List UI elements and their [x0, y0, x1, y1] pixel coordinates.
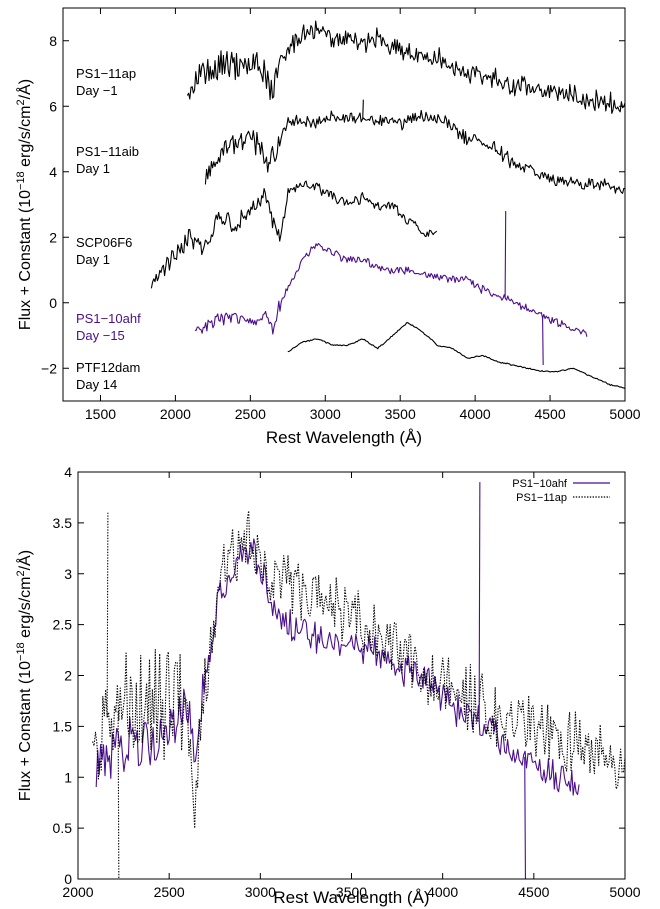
series-name-label: PS1−11aib: [76, 144, 139, 159]
bottom-panel-y-axis-label: Flux + Constant (10−18 erg/s/cm2/Å): [15, 550, 34, 801]
y-tick-label: 0.5: [53, 820, 73, 836]
bottom-comparison-panel: 2000 2500 3000 3500 4000 4500 5000 0 0.5 1 1.5 2 2.5…: [15, 464, 641, 907]
series-line-ps1-11aib: [204, 109, 625, 194]
x-tick-label: 2000: [62, 884, 93, 900]
x-tick-label: 5000: [609, 406, 640, 422]
y-tick-label: 1.5: [53, 718, 73, 734]
series-day-label: Day 14: [76, 377, 117, 392]
series-day-label: Day 1: [76, 161, 110, 176]
x-tick-label: 3000: [245, 884, 276, 900]
series-name-label: PS1−10ahf: [76, 311, 141, 326]
y-tick-label: 2: [49, 229, 57, 245]
spike-line: [362, 99, 364, 120]
top-panel-series-labels: PS1−11ap Day −1 PS1−11aib Day 1 SCP06F6 Day 1…: [76, 66, 141, 392]
top-panel-x-axis-label: Rest Wavelength (Å): [266, 428, 422, 447]
x-tick-label: 3000: [310, 406, 341, 422]
x-tick-label: 4000: [427, 884, 458, 900]
x-tick-label: 4500: [518, 884, 549, 900]
x-tick-label: 2500: [154, 884, 185, 900]
series-line-scp06f6: [150, 180, 438, 289]
y-tick-label: 4: [49, 164, 57, 180]
spike-line: [524, 756, 526, 879]
spike-line: [504, 211, 507, 298]
series-name-label: SCP06F6: [76, 235, 132, 250]
series-name-label: PS1−11ap: [76, 66, 136, 81]
y-tick-label: 6: [49, 98, 57, 114]
y-tick-label: 8: [49, 33, 57, 49]
top-spectra-panel: 1500 2000 2500 3000 3500 4000 4500 5000−202468 …: [15, 7, 641, 447]
top-panel-lines: [150, 20, 625, 389]
bottom-panel-x-axis-label: Rest Wavelength (Å): [273, 888, 429, 907]
spike-line: [106, 512, 109, 716]
x-tick-label: 4500: [534, 406, 565, 422]
bottom-panel-legend: PS1−10ahf PS1−11ap: [512, 478, 610, 504]
legend-entry-label: PS1−11ap: [516, 492, 567, 504]
top-panel-y-axis-label: Flux + Constant (10−18 erg/s/cm2/Å): [15, 79, 34, 330]
x-tick-label: 4000: [460, 406, 491, 422]
y-tick-label: 3: [64, 566, 72, 582]
spike-line: [478, 482, 481, 722]
y-tick-label: 0: [64, 871, 72, 887]
bottom-panel-frame: [77, 471, 626, 880]
series-line-ptf12dam: [287, 322, 625, 389]
series-day-label: Day −1: [76, 83, 118, 98]
x-tick-label: 2500: [235, 406, 266, 422]
series-day-label: Day −15: [76, 328, 125, 343]
top-panel-ticks: 1500 2000 2500 3000 3500 4000 4500 5000 −2 0 2 4 6 8: [41, 8, 641, 422]
series-line-ps1-10ahf: [194, 242, 588, 337]
y-tick-label: 2.5: [53, 617, 73, 633]
top-panel-frame: [62, 7, 626, 402]
series-line-ps1-11ap: [186, 20, 625, 114]
y-tick-label: −2: [41, 360, 57, 376]
x-tick-label: 5000: [609, 884, 640, 900]
y-tick-label: 0: [49, 295, 57, 311]
series-line-ps1-10ahf: [95, 538, 580, 796]
x-tick-label: 1500: [85, 406, 116, 422]
series-line-ps1-11ap: [92, 510, 625, 829]
y-tick-label: 3.5: [53, 515, 73, 531]
bottom-panel-ticks: 2000 2500 3000 3500 4000 4500 5000 0 0.5 1 1.5 2 2.5…: [53, 464, 641, 900]
x-tick-label: 3500: [385, 406, 416, 422]
x-tick-label: 3500: [336, 884, 367, 900]
y-tick-label: 2: [64, 668, 72, 684]
bottom-panel-lines: [92, 482, 625, 879]
legend-entry-label: PS1−10ahf: [512, 478, 568, 490]
x-tick-label: 2000: [160, 406, 191, 422]
y-tick-label: 4: [64, 464, 72, 480]
spike-line: [542, 315, 544, 365]
y-tick-label: 1: [64, 769, 72, 785]
series-name-label: PTF12dam: [76, 360, 140, 375]
series-day-label: Day 1: [76, 252, 110, 267]
